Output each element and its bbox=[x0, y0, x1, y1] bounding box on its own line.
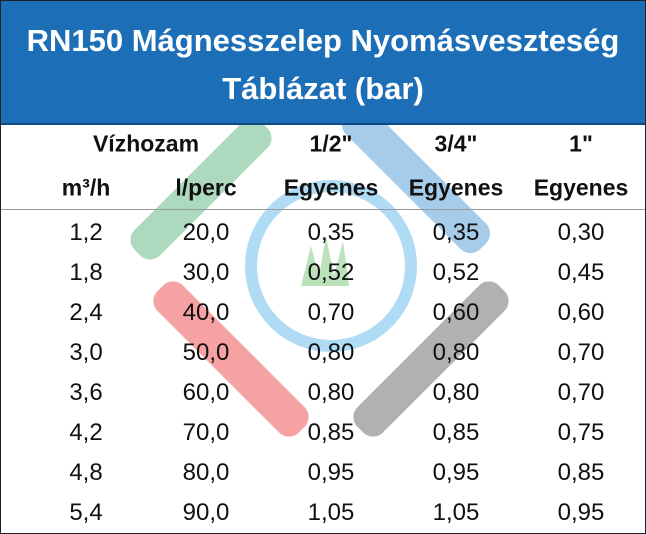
column-header: 1/2" bbox=[309, 130, 353, 157]
column-subheader: m³/h bbox=[61, 174, 111, 201]
table-cell: 4,8 bbox=[69, 459, 103, 486]
table-cell: 0,95 bbox=[432, 459, 480, 486]
table-cell: 1,2 bbox=[69, 219, 103, 246]
title-band bbox=[1, 1, 645, 125]
table-cell: 2,4 bbox=[69, 299, 103, 326]
table-cell: 40,0 bbox=[182, 299, 230, 326]
table-cell: 0,35 bbox=[432, 219, 480, 246]
table-cell: 3,0 bbox=[69, 339, 103, 366]
table-cell: 0,85 bbox=[432, 419, 480, 446]
table-cell: 0,80 bbox=[307, 339, 355, 366]
table-cell: 0,95 bbox=[557, 499, 605, 526]
column-header: Vízhozam bbox=[92, 130, 200, 157]
table-cell: 0,75 bbox=[557, 419, 605, 446]
table-cell: 1,8 bbox=[69, 259, 103, 286]
table-cell: 50,0 bbox=[182, 339, 230, 366]
table-cell: 0,70 bbox=[557, 339, 605, 366]
table-cell: 0,60 bbox=[557, 299, 605, 326]
table-cell: 0,80 bbox=[432, 339, 480, 366]
table-cell: 0,30 bbox=[557, 219, 605, 246]
column-header: 3/4" bbox=[434, 130, 478, 157]
header-rule bbox=[1, 209, 645, 210]
column-subheader: Egyenes bbox=[533, 174, 629, 201]
table-cell: 0,60 bbox=[432, 299, 480, 326]
table-cell: 60,0 bbox=[182, 379, 230, 406]
table-cell: 90,0 bbox=[182, 499, 230, 526]
table-cell: 1,05 bbox=[307, 499, 355, 526]
table-cell: 70,0 bbox=[182, 419, 230, 446]
table-cell: 20,0 bbox=[182, 219, 230, 246]
table-cell: 0,52 bbox=[432, 259, 480, 286]
table-cell: 0,85 bbox=[557, 459, 605, 486]
table-cell: 0,95 bbox=[307, 459, 355, 486]
table-cell: 5,4 bbox=[69, 499, 103, 526]
table-cell: 30,0 bbox=[182, 259, 230, 286]
column-subheader: Egyenes bbox=[283, 174, 379, 201]
table-cell: 0,45 bbox=[557, 259, 605, 286]
table-cell: 3,6 bbox=[69, 379, 103, 406]
table-cell: 0,80 bbox=[307, 379, 355, 406]
table-cell: 0,70 bbox=[307, 299, 355, 326]
column-header: 1" bbox=[569, 130, 593, 157]
table-cell: 0,52 bbox=[307, 259, 355, 286]
table-cell: 1,05 bbox=[432, 499, 480, 526]
table-cell: 0,80 bbox=[432, 379, 480, 406]
column-subheader: Egyenes bbox=[408, 174, 504, 201]
table-cell: 80,0 bbox=[182, 459, 230, 486]
table-cell: 0,85 bbox=[307, 419, 355, 446]
table-cell: 4,2 bbox=[69, 419, 103, 446]
column-subheader: l/perc bbox=[175, 174, 237, 201]
table-cell: 0,70 bbox=[557, 379, 605, 406]
title-line: RN150 Mágnesszelep Nyomásveszteség bbox=[26, 23, 620, 58]
title-line: Táblázat (bar) bbox=[222, 71, 424, 106]
table-cell: 0,35 bbox=[307, 219, 355, 246]
